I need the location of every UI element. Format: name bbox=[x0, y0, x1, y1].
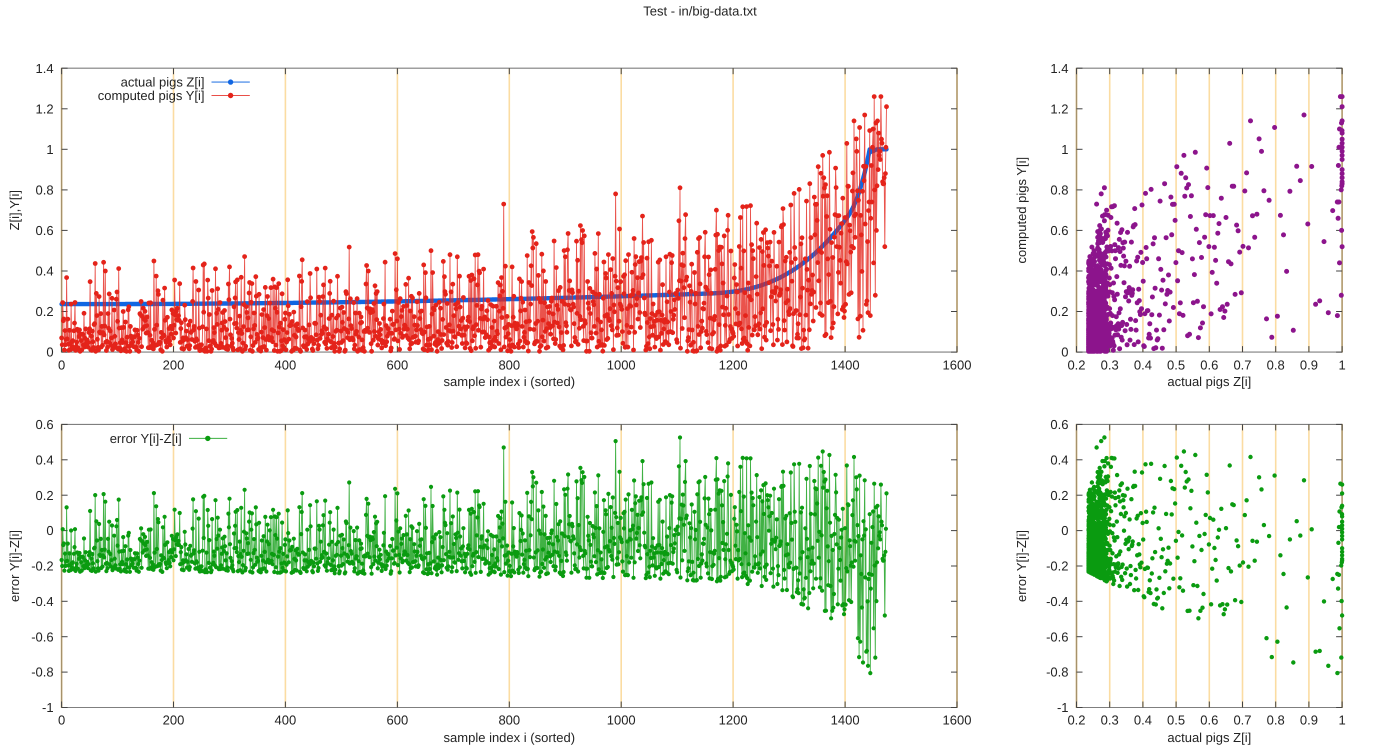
svg-text:sample index i (sorted): sample index i (sorted) bbox=[444, 374, 576, 389]
svg-text:1000: 1000 bbox=[607, 357, 636, 372]
svg-text:0: 0 bbox=[1061, 345, 1068, 360]
svg-text:0: 0 bbox=[46, 345, 53, 360]
svg-text:1400: 1400 bbox=[831, 713, 860, 728]
svg-text:1000: 1000 bbox=[607, 713, 636, 728]
svg-text:0.4: 0.4 bbox=[36, 264, 54, 279]
svg-text:400: 400 bbox=[275, 713, 297, 728]
svg-text:-0.8: -0.8 bbox=[31, 665, 53, 680]
svg-text:computed pigs Y[i]: computed pigs Y[i] bbox=[1014, 157, 1029, 264]
svg-text:1: 1 bbox=[1061, 142, 1068, 157]
svg-text:0.2: 0.2 bbox=[1067, 713, 1085, 728]
svg-text:0.8: 0.8 bbox=[36, 183, 54, 198]
svg-text:0.6: 0.6 bbox=[36, 417, 54, 432]
svg-text:-1: -1 bbox=[42, 700, 54, 715]
svg-text:0.2: 0.2 bbox=[1050, 304, 1068, 319]
svg-text:800: 800 bbox=[498, 357, 520, 372]
svg-text:actual pigs Z[i]: actual pigs Z[i] bbox=[1167, 374, 1251, 389]
svg-text:0.5: 0.5 bbox=[1167, 713, 1185, 728]
svg-text:600: 600 bbox=[387, 357, 409, 372]
svg-text:200: 200 bbox=[163, 713, 185, 728]
svg-text:-1: -1 bbox=[1057, 700, 1069, 715]
svg-text:0.4: 0.4 bbox=[1050, 452, 1068, 467]
svg-text:0.4: 0.4 bbox=[1050, 264, 1068, 279]
svg-text:0.2: 0.2 bbox=[1067, 357, 1085, 372]
svg-text:actual pigs Z[i]: actual pigs Z[i] bbox=[1167, 730, 1251, 745]
svg-text:0.8: 0.8 bbox=[1267, 713, 1285, 728]
svg-text:Z[i],Y[i]: Z[i],Y[i] bbox=[7, 190, 22, 230]
svg-text:1: 1 bbox=[46, 142, 53, 157]
svg-text:0.8: 0.8 bbox=[1050, 183, 1068, 198]
svg-text:0.4: 0.4 bbox=[1134, 357, 1152, 372]
svg-text:error Y[i]-Z[i]: error Y[i]-Z[i] bbox=[7, 530, 22, 602]
svg-text:0: 0 bbox=[58, 357, 65, 372]
svg-text:0.4: 0.4 bbox=[1134, 713, 1152, 728]
svg-text:sample index i (sorted): sample index i (sorted) bbox=[444, 730, 576, 745]
svg-text:0.5: 0.5 bbox=[1167, 357, 1185, 372]
svg-text:1.2: 1.2 bbox=[36, 101, 54, 116]
svg-text:0.2: 0.2 bbox=[36, 488, 54, 503]
svg-text:-0.4: -0.4 bbox=[1046, 594, 1068, 609]
svg-text:error Y[i]-Z[i]: error Y[i]-Z[i] bbox=[110, 431, 182, 446]
svg-text:1600: 1600 bbox=[943, 713, 972, 728]
svg-text:-0.2: -0.2 bbox=[31, 559, 53, 574]
svg-text:0: 0 bbox=[46, 523, 53, 538]
svg-text:1: 1 bbox=[1338, 357, 1345, 372]
svg-text:0.7: 0.7 bbox=[1233, 357, 1251, 372]
svg-text:0.3: 0.3 bbox=[1101, 357, 1119, 372]
svg-text:800: 800 bbox=[498, 713, 520, 728]
svg-text:0.3: 0.3 bbox=[1101, 713, 1119, 728]
svg-text:0.7: 0.7 bbox=[1233, 713, 1251, 728]
svg-text:0.6: 0.6 bbox=[1200, 357, 1218, 372]
svg-text:1.2: 1.2 bbox=[1050, 101, 1068, 116]
svg-text:-0.6: -0.6 bbox=[31, 629, 53, 644]
svg-text:-0.4: -0.4 bbox=[31, 594, 53, 609]
svg-text:actual pigs Z[i]: actual pigs Z[i] bbox=[121, 75, 205, 90]
svg-text:1600: 1600 bbox=[943, 357, 972, 372]
svg-text:0: 0 bbox=[58, 713, 65, 728]
svg-text:0.6: 0.6 bbox=[1050, 417, 1068, 432]
svg-text:computed pigs Y[i]: computed pigs Y[i] bbox=[98, 88, 205, 103]
svg-text:1.4: 1.4 bbox=[36, 61, 54, 76]
svg-text:-0.6: -0.6 bbox=[1046, 629, 1068, 644]
svg-text:400: 400 bbox=[275, 357, 297, 372]
svg-text:0: 0 bbox=[1061, 523, 1068, 538]
svg-text:0.9: 0.9 bbox=[1300, 713, 1318, 728]
svg-text:1200: 1200 bbox=[719, 713, 748, 728]
svg-text:0.2: 0.2 bbox=[1050, 488, 1068, 503]
svg-text:1.4: 1.4 bbox=[1050, 61, 1068, 76]
svg-text:1: 1 bbox=[1338, 713, 1345, 728]
svg-text:0.4: 0.4 bbox=[36, 452, 54, 467]
svg-text:0.6: 0.6 bbox=[1050, 223, 1068, 238]
svg-text:600: 600 bbox=[387, 713, 409, 728]
svg-text:0.9: 0.9 bbox=[1300, 357, 1318, 372]
svg-text:1200: 1200 bbox=[719, 357, 748, 372]
svg-text:error Y[i]-Z[i]: error Y[i]-Z[i] bbox=[1014, 530, 1029, 602]
svg-text:Test - in/big-data.txt: Test - in/big-data.txt bbox=[643, 4, 757, 19]
svg-text:-0.2: -0.2 bbox=[1046, 559, 1068, 574]
svg-text:1400: 1400 bbox=[831, 357, 860, 372]
svg-text:0.6: 0.6 bbox=[36, 223, 54, 238]
svg-text:0.6: 0.6 bbox=[1200, 713, 1218, 728]
svg-text:200: 200 bbox=[163, 357, 185, 372]
svg-text:-0.8: -0.8 bbox=[1046, 665, 1068, 680]
svg-text:0.8: 0.8 bbox=[1267, 357, 1285, 372]
svg-text:0.2: 0.2 bbox=[36, 304, 54, 319]
